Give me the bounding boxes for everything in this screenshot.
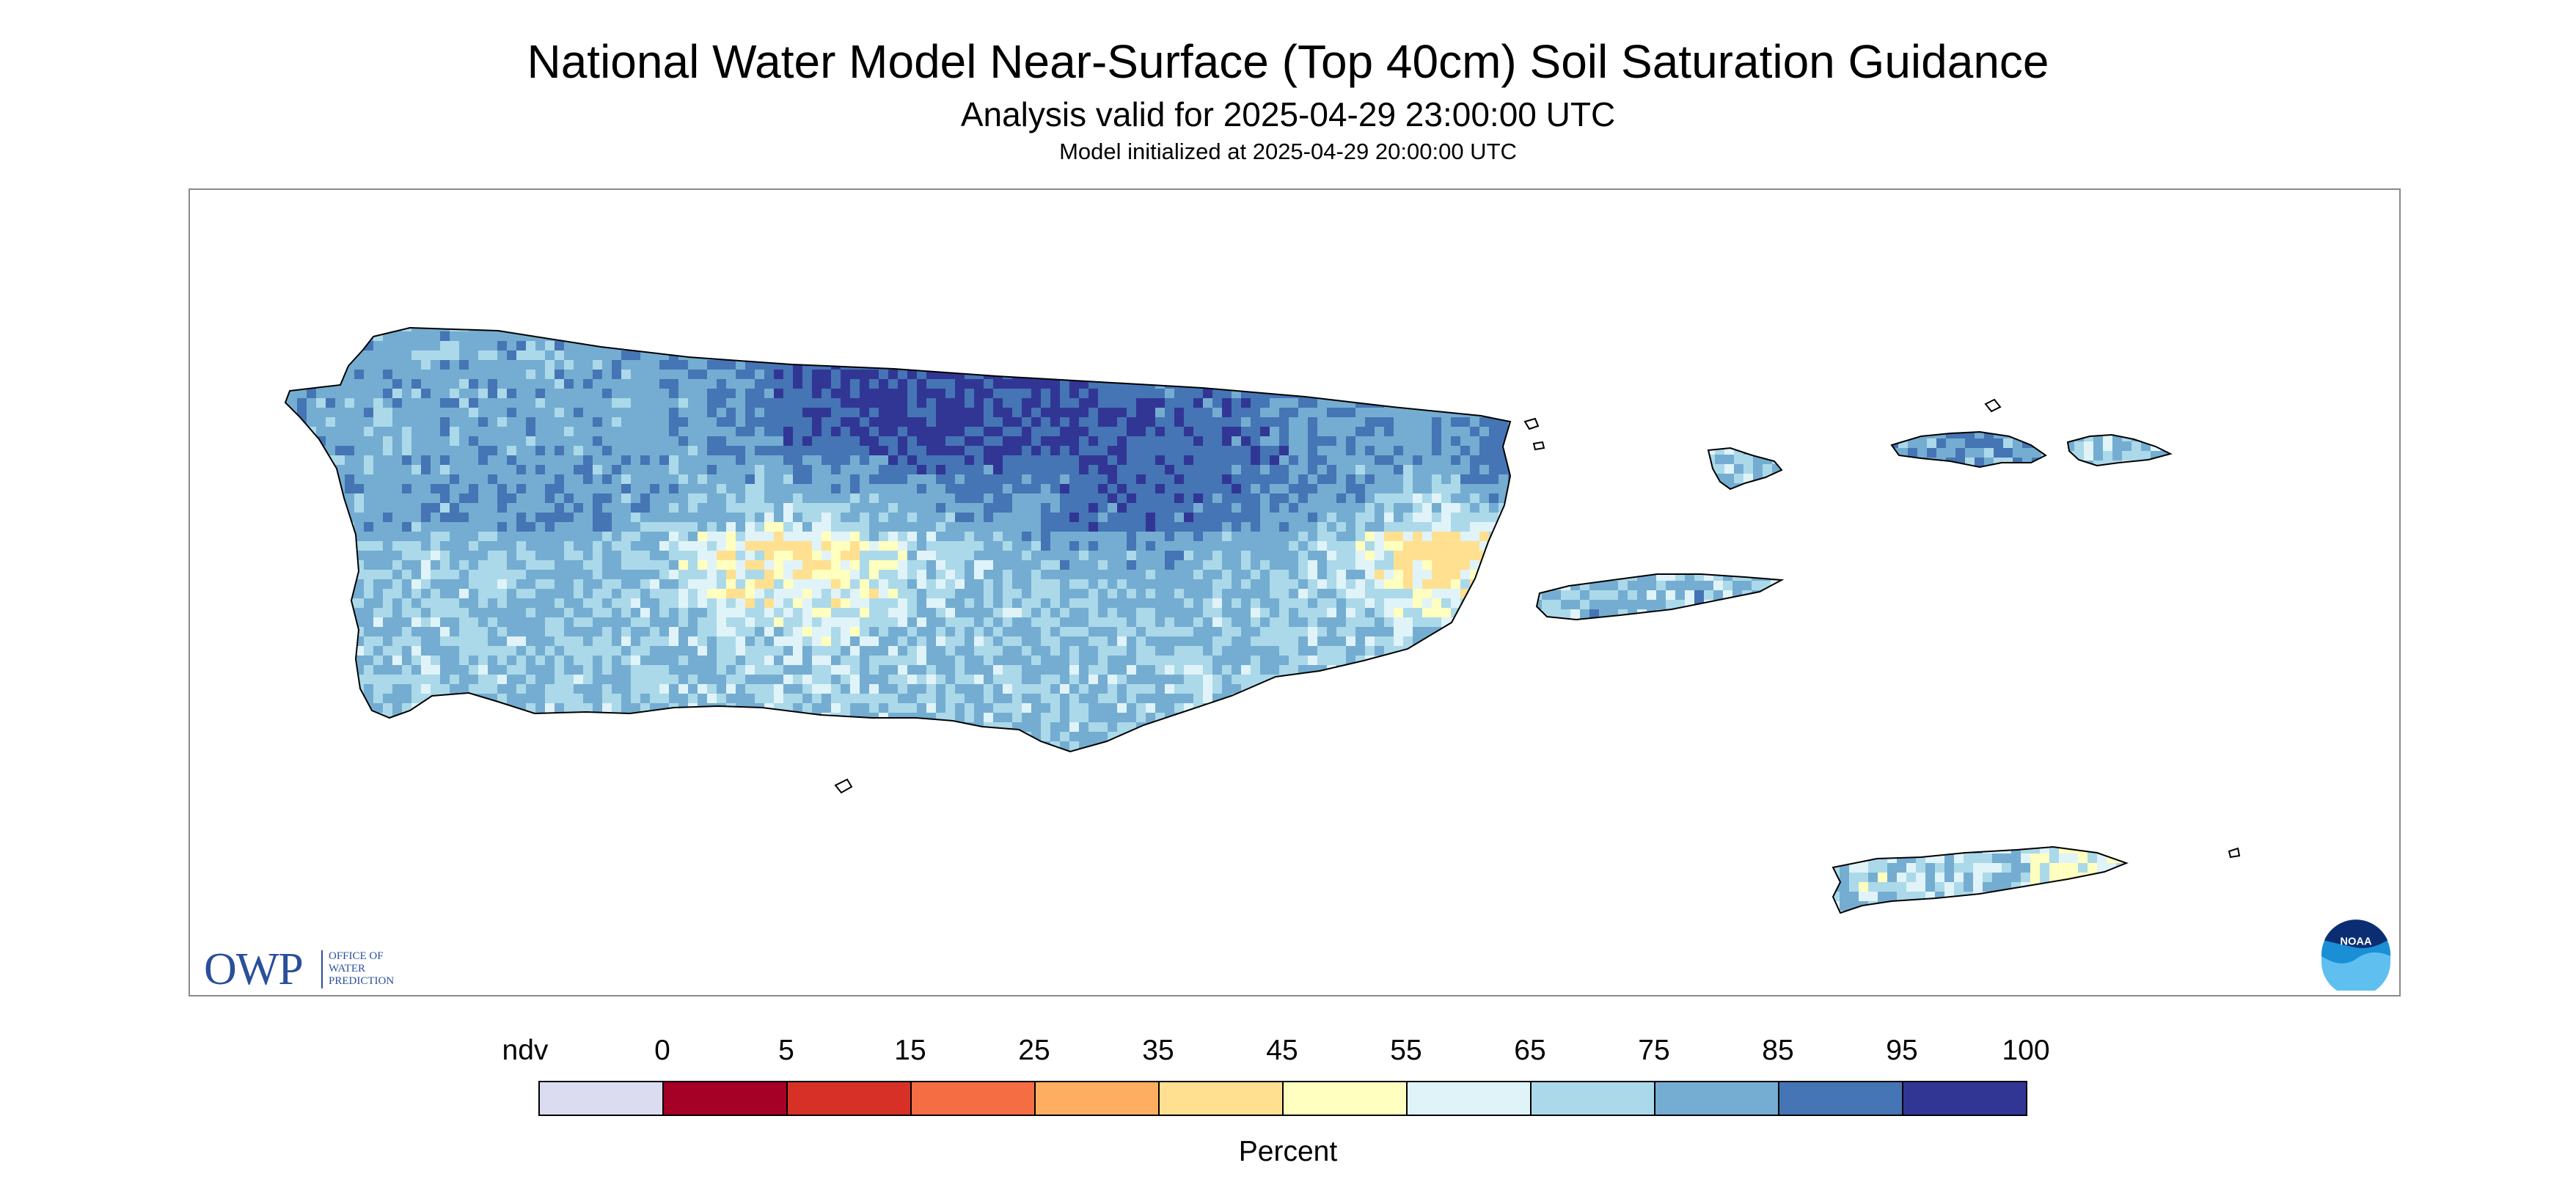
colorbar-swatch [538,1081,664,1116]
owp-logo-text: OWP [204,944,304,994]
owp-logo-line: WATER [329,963,365,974]
islet-outline [2228,847,2241,859]
colorbar-tick-label: 25 [1018,1035,1050,1066]
analysis-valid-time: Analysis valid for 2025-04-29 23:00:00 U… [960,95,1616,133]
colorbar-tick-label: 5 [778,1035,794,1066]
map-panel: OWP OFFICE OF WATER PREDICTION NOAA [189,188,2401,996]
map-title: National Water Model Near-Surface (Top 4… [527,35,2049,88]
owp-logo-divider [321,950,323,988]
soil-saturation-map [285,327,2241,914]
model-init-time: Model initialized at 2025-04-29 20:00:00… [1059,139,1517,164]
colorbar-swatch [1406,1081,1532,1116]
colorbar-tick-label: 75 [1638,1035,1670,1066]
colorbar-swatch [1158,1081,1284,1116]
owp-logo-line: PREDICTION [329,975,395,987]
colorbar-tick-label: 100 [2002,1035,2050,1066]
islet-outline [1984,398,2002,413]
colorbar-swatch [1282,1081,1408,1116]
colorbar-tick-label: 45 [1266,1035,1298,1066]
colorbar-tick-label: 95 [1886,1035,1918,1066]
noaa-logo: NOAA [2321,919,2391,991]
mona-islet-outline [834,778,853,794]
colorbar-swatch [1778,1081,1903,1116]
colorbar-swatch [1654,1081,1779,1116]
colorbar-swatch [1530,1081,1655,1116]
title-block: National Water Model Near-Surface (Top 4… [0,32,2576,167]
owp-logo-line: OFFICE OF [329,950,384,962]
colorbar-tick-label: 35 [1142,1035,1174,1066]
colorbar-units-label: Percent [1238,1136,1338,1167]
owp-logo-subtitle: OFFICE OF WATER PREDICTION [329,950,394,988]
islet-outline [1532,441,1545,451]
owp-logo: OWP OFFICE OF WATER PREDICTION [204,944,446,994]
colorbar-swatch [662,1081,788,1116]
colorbar-tick-label: 65 [1514,1035,1546,1066]
colorbar-swatch [786,1081,912,1116]
colorbar-swatch [1902,1081,2027,1116]
colorbar-tick-label: ndv [502,1035,549,1066]
colorbar-swatch [910,1081,1036,1116]
islet-outline [1523,417,1540,430]
colorbar-tick-label: 85 [1762,1035,1794,1066]
colorbar-swatches [538,1081,2027,1117]
colorbar-swatch [1034,1081,1160,1116]
colorbar-tick-label: 0 [654,1035,670,1066]
colorbar-tick-label: 55 [1390,1035,1422,1066]
noaa-logo-text: NOAA [2340,936,2372,947]
colorbar-tick-label: 15 [894,1035,926,1066]
